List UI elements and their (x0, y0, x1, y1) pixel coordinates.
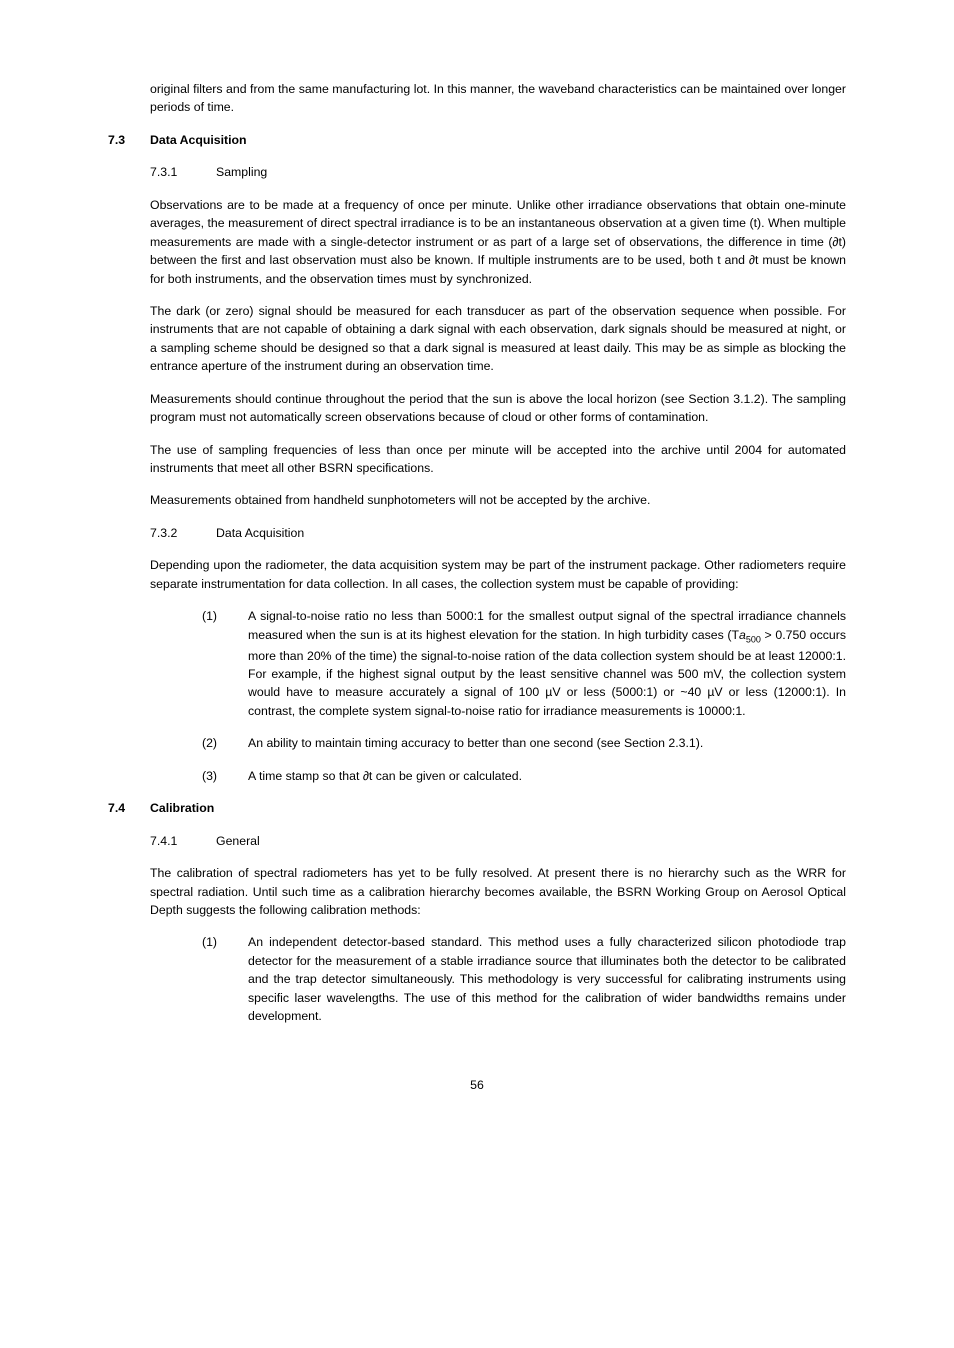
section-title: Calibration (150, 799, 214, 817)
subsection-7-4-1-heading: 7.4.1 General (108, 832, 846, 850)
subsection-number: 7.3.2 (150, 524, 216, 542)
subsection-number: 7.4.1 (150, 832, 216, 850)
list-text: An independent detector-based standard. … (248, 933, 846, 1025)
subsection-title: General (216, 832, 260, 850)
list-text: An ability to maintain timing accuracy t… (248, 734, 846, 752)
intro-paragraph: original filters and from the same manuf… (150, 80, 846, 117)
italic-symbol: a (739, 628, 746, 642)
subsection-7-3-1-heading: 7.3.1 Sampling (108, 163, 846, 181)
list-item: (1) A signal-to-noise ratio no less than… (192, 607, 846, 720)
paragraph: The use of sampling frequencies of less … (150, 441, 846, 478)
paragraph: Observations are to be made at a frequen… (150, 196, 846, 288)
subsection-number: 7.3.1 (150, 163, 216, 181)
paragraph: Measurements should continue throughout … (150, 390, 846, 427)
list-item: (2) An ability to maintain timing accura… (192, 734, 846, 752)
paragraph: The dark (or zero) signal should be meas… (150, 302, 846, 376)
list-text: A time stamp so that ∂t can be given or … (248, 767, 846, 785)
section-7-3-heading: 7.3 Data Acquisition (108, 131, 846, 149)
paragraph: Depending upon the radiometer, the data … (150, 556, 846, 593)
subsection-7-3-2-heading: 7.3.2 Data Acquisition (108, 524, 846, 542)
list-item: (1) An independent detector-based standa… (192, 933, 846, 1025)
list-item: (3) A time stamp so that ∂t can be given… (192, 767, 846, 785)
page-number: 56 (108, 1076, 846, 1094)
section-number: 7.3 (108, 131, 150, 149)
subscript: 500 (746, 634, 761, 644)
list-marker: (2) (192, 734, 248, 752)
subsection-title: Sampling (216, 163, 267, 181)
section-7-4-heading: 7.4 Calibration (108, 799, 846, 817)
paragraph: Measurements obtained from handheld sunp… (150, 491, 846, 509)
paragraph: The calibration of spectral radiometers … (150, 864, 846, 919)
list-marker: (1) (192, 607, 248, 720)
subsection-title: Data Acquisition (216, 524, 304, 542)
list-marker: (1) (192, 933, 248, 1025)
list-marker: (3) (192, 767, 248, 785)
section-number: 7.4 (108, 799, 150, 817)
section-title: Data Acquisition (150, 131, 247, 149)
list-text: A signal-to-noise ratio no less than 500… (248, 607, 846, 720)
